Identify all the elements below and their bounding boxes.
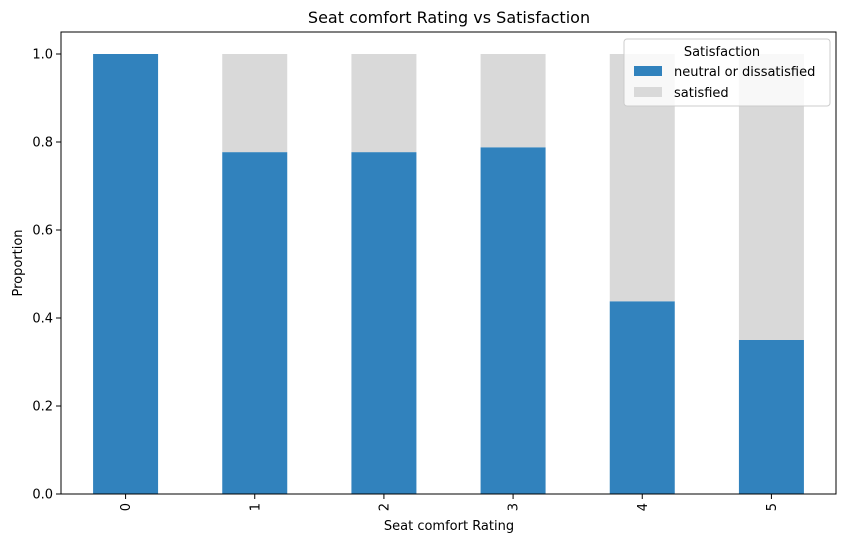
x-tick-label: 4 [636,503,651,511]
bar-dissatisfied-3 [480,147,546,494]
bar-satisfied-2 [351,54,417,153]
y-tick-label: 0.6 [32,224,53,239]
bar-satisfied-1 [222,54,288,153]
legend-title: Satisfaction [684,45,760,60]
chart-title: Seat comfort Rating vs Satisfaction [308,8,590,27]
x-tick-label: 1 [248,503,263,511]
y-tick-label: 0.4 [32,312,53,327]
bar-dissatisfied-2 [351,152,417,494]
y-tick-label: 1.0 [32,48,53,63]
legend-label-dissatisfied: neutral or dissatisfied [674,65,815,80]
bar-dissatisfied-0 [93,54,159,494]
y-tick-label: 0.8 [32,136,53,151]
x-tick-label: 2 [377,503,392,511]
x-axis: 0 1 2 3 4 5 [119,494,780,511]
x-axis-label: Seat comfort Rating [384,519,514,534]
bars-layer [93,54,804,494]
y-tick-label: 0.2 [32,400,53,415]
plot-frame [60,31,837,495]
legend-swatch-satisfied [634,87,662,97]
bar-dissatisfied-1 [222,152,288,494]
x-tick-label: 3 [507,503,522,511]
legend-entries: neutral or dissatisfied satisfied [634,65,815,101]
bar-dissatisfied-4 [609,301,675,494]
y-axis-label: Proportion [11,229,26,296]
x-tick-label: 0 [119,503,134,511]
x-tick-label: 5 [765,503,780,511]
legend-swatch-dissatisfied [634,66,662,76]
bar-dissatisfied-5 [738,340,804,494]
legend-label-satisfied: satisfied [674,86,729,101]
y-tick-label: 0.0 [32,488,53,503]
legend-frame [623,38,831,107]
bar-satisfied-3 [480,54,546,148]
y-axis: 0.0 0.2 0.4 0.6 0.8 1.0 [32,48,61,503]
legend: Satisfaction neutral or dissatisfied sati… [623,38,831,107]
